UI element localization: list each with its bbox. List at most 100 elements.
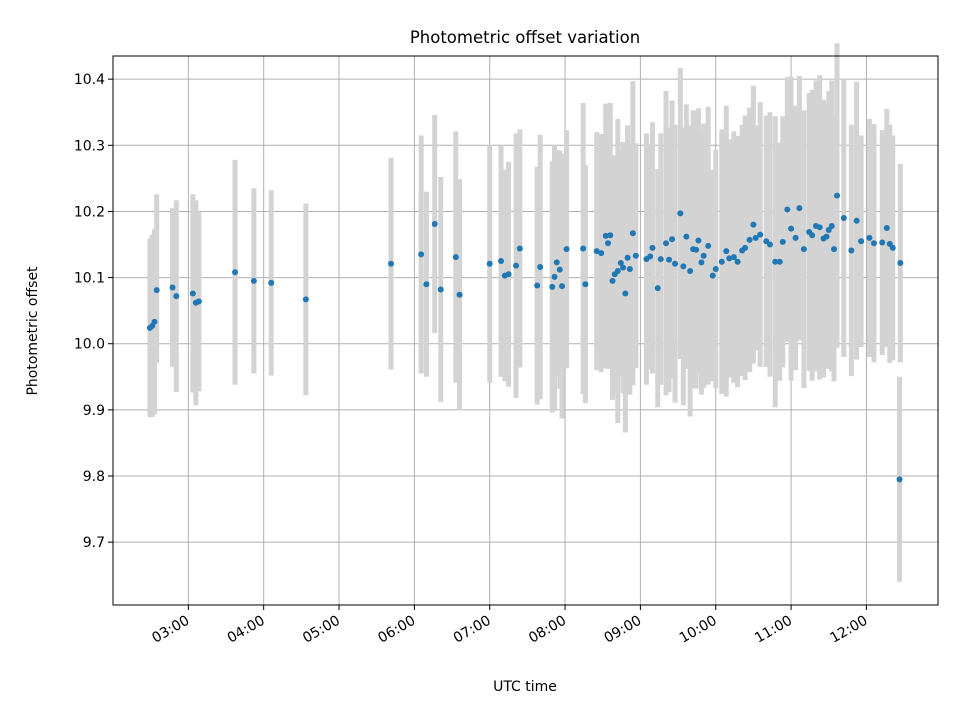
data-point <box>617 260 624 267</box>
data-point <box>766 241 773 248</box>
data-point <box>153 287 160 294</box>
data-point <box>626 265 633 272</box>
data-point <box>624 254 631 261</box>
data-point <box>705 242 712 249</box>
data-point <box>742 244 749 251</box>
data-point <box>897 260 904 267</box>
data-point <box>870 240 877 247</box>
y-tick-label: 10.1 <box>74 271 105 287</box>
data-point <box>268 279 275 286</box>
data-point <box>556 266 563 273</box>
data-point <box>620 264 627 271</box>
data-point <box>553 259 560 266</box>
data-point <box>816 224 823 231</box>
x-tick-label: 03:00 <box>149 613 192 647</box>
data-point <box>657 256 664 263</box>
y-tick-label: 9.9 <box>83 403 105 419</box>
data-point <box>607 232 614 239</box>
data-point <box>534 282 541 289</box>
data-point <box>189 290 196 297</box>
x-tick-layer: 03:00 04:00 05:00 06:00 07:00 08:00 09:00 10:00… <box>149 605 870 647</box>
data-point <box>712 265 719 272</box>
data-point <box>677 210 684 217</box>
data-point <box>582 281 589 288</box>
x-tick-label: 04:00 <box>225 613 268 647</box>
data-point <box>456 291 463 298</box>
data-point <box>232 269 239 276</box>
data-point <box>734 258 741 265</box>
data-point <box>649 244 656 251</box>
data-point <box>549 283 556 290</box>
data-point <box>563 246 570 253</box>
data-point <box>792 234 799 241</box>
data-point <box>687 267 694 274</box>
data-point <box>784 206 791 213</box>
data-point <box>669 236 676 243</box>
data-point <box>840 215 847 222</box>
data-point <box>663 240 670 247</box>
y-tick-label: 9.8 <box>83 469 105 485</box>
data-point <box>757 231 764 238</box>
data-point <box>551 273 558 280</box>
data-point <box>452 254 459 261</box>
data-point <box>666 256 673 263</box>
data-point <box>516 245 523 252</box>
data-point <box>605 240 611 247</box>
data-point <box>486 260 493 267</box>
data-point <box>718 258 725 265</box>
x-tick-label: 11:00 <box>752 613 795 647</box>
errorbar-layer <box>147 43 903 582</box>
data-point <box>602 232 609 239</box>
data-point <box>151 318 158 325</box>
data-point <box>654 285 661 292</box>
data-point <box>750 221 757 228</box>
data-point <box>173 293 180 300</box>
x-tick-label: 07:00 <box>451 613 494 647</box>
data-point <box>169 284 176 291</box>
data-point <box>866 234 873 241</box>
data-point <box>609 277 616 284</box>
data-point <box>788 225 795 232</box>
data-point <box>693 246 700 253</box>
data-point <box>629 230 636 237</box>
data-point <box>730 254 737 261</box>
data-point <box>431 221 438 228</box>
data-point <box>302 296 309 303</box>
data-point <box>680 263 687 270</box>
y-tick-label: 10.3 <box>74 138 105 154</box>
data-point <box>423 281 430 288</box>
data-point <box>505 271 512 278</box>
data-point <box>388 260 395 267</box>
data-point <box>498 258 505 265</box>
data-point <box>698 259 705 266</box>
x-tick-label: 09:00 <box>601 613 644 647</box>
data-point <box>614 267 621 274</box>
data-point <box>752 234 759 241</box>
y-axis-label: Photometric offset <box>25 266 41 396</box>
data-point <box>250 277 257 284</box>
x-tick-label: 10:00 <box>677 613 720 647</box>
data-point <box>800 246 807 253</box>
data-point <box>776 258 783 265</box>
point-layer <box>146 192 904 483</box>
data-point <box>853 217 860 224</box>
data-point <box>858 238 865 245</box>
data-point <box>700 252 707 259</box>
data-point <box>632 252 639 259</box>
axes-layer <box>112 55 939 606</box>
chart-title: Photometric offset variation <box>410 28 640 47</box>
data-point <box>622 290 629 297</box>
data-point <box>809 232 816 239</box>
data-point <box>418 251 425 258</box>
data-point <box>695 237 702 244</box>
data-point <box>834 192 841 199</box>
data-point <box>723 248 730 255</box>
data-point <box>889 244 896 251</box>
plot-frame <box>112 55 939 606</box>
x-axis-label: UTC time <box>493 679 557 695</box>
x-tick-label: 05:00 <box>300 613 343 647</box>
data-point <box>598 250 605 257</box>
y-tick-label: 10.0 <box>74 337 105 353</box>
data-point <box>828 222 835 229</box>
